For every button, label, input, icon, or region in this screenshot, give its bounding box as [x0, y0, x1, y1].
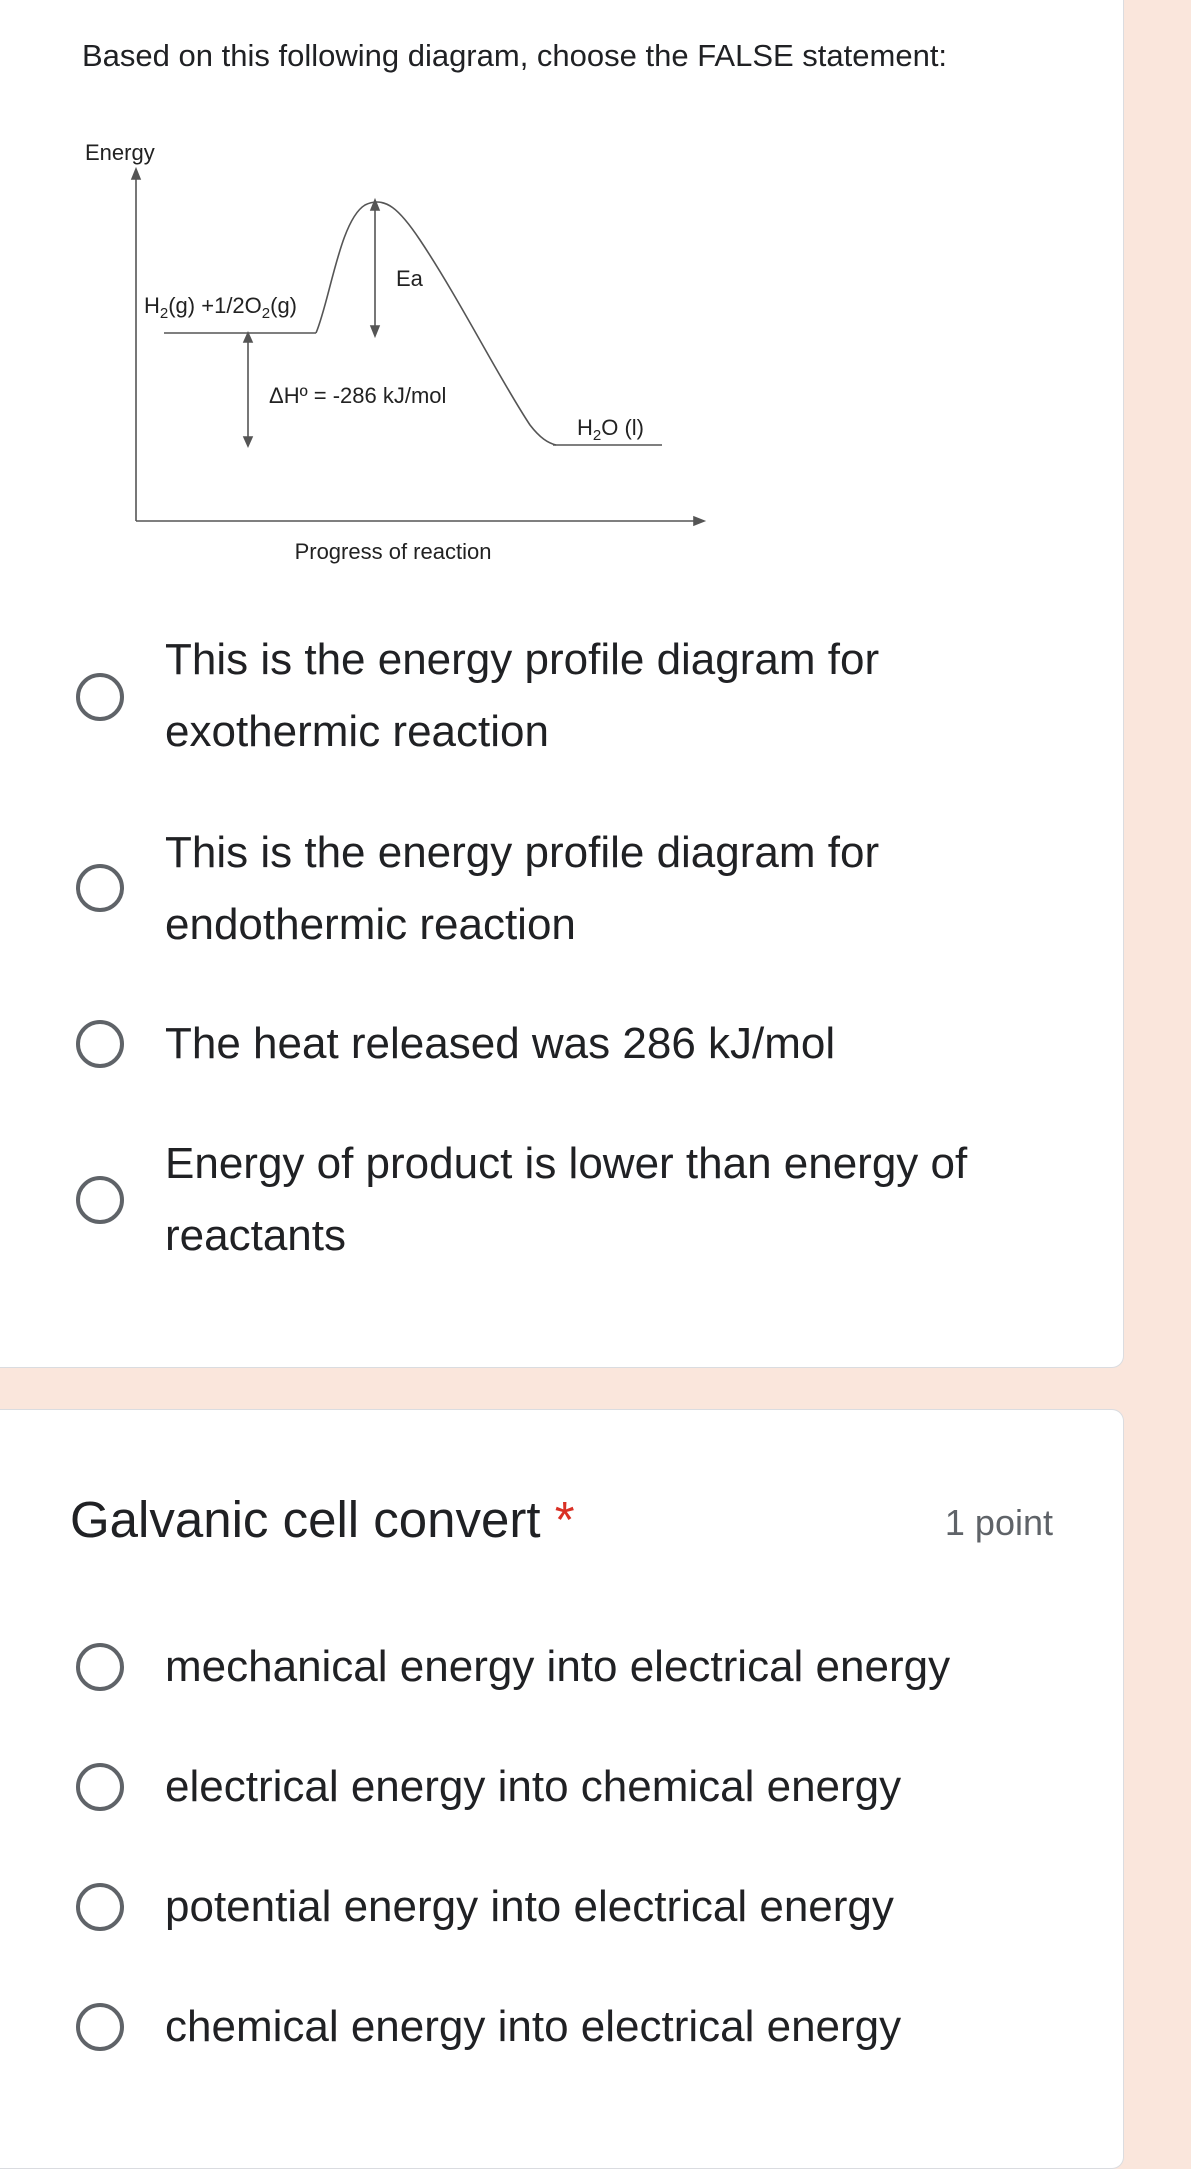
label-part: (g) +1/2O: [168, 293, 262, 318]
radio-button[interactable]: [76, 864, 124, 912]
option-label[interactable]: mechanical energy into electrical energy: [165, 1642, 951, 1691]
question-card: [0, 1409, 1124, 2169]
option-label[interactable]: potential energy into electrical energy: [165, 1882, 894, 1931]
points-label: 1 point: [944, 1502, 1053, 1543]
label-part: O (l): [601, 415, 644, 440]
enthalpy-label: ΔHº = -286 kJ/mol: [269, 383, 446, 408]
radio-button[interactable]: [76, 1176, 124, 1224]
x-axis-label: Progress of reaction: [295, 539, 492, 564]
radio-button[interactable]: [76, 1020, 124, 1068]
required-mark: *: [554, 1491, 575, 1548]
option-label[interactable]: Energy of product is lower than energy o…: [165, 1139, 968, 1260]
option-label[interactable]: chemical energy into electrical energy: [165, 2002, 902, 2051]
y-axis-label: Energy: [85, 140, 155, 165]
activation-label: Ea: [396, 266, 424, 291]
label-part: H: [577, 415, 593, 440]
subscript: 2: [262, 305, 270, 322]
question-title: Galvanic cell convert *: [70, 1490, 575, 1549]
label-part: (g): [270, 293, 297, 318]
question-card: [0, 0, 1124, 1368]
radio-button[interactable]: [76, 1883, 124, 1931]
label-part: H: [144, 293, 160, 318]
question-prompt: Based on this following diagram, choose …: [82, 38, 948, 73]
option-label[interactable]: electrical energy into chemical energy: [165, 1762, 902, 1811]
subscript: 2: [593, 427, 601, 444]
title-text: Galvanic cell convert: [70, 1491, 541, 1548]
radio-button[interactable]: [76, 1643, 124, 1691]
energy-diagram: Energy Progress of reaction H2(g) +1/2O2…: [85, 140, 707, 564]
subscript: 2: [160, 305, 168, 322]
option-label[interactable]: This is the energy profile diagram for e…: [165, 828, 880, 949]
product-label: H2O (l): [577, 415, 644, 444]
radio-button[interactable]: [76, 673, 124, 721]
radio-button[interactable]: [76, 2003, 124, 2051]
option-label[interactable]: The heat released was 286 kJ/mol: [165, 1019, 836, 1068]
option-label[interactable]: This is the energy profile diagram for e…: [165, 635, 880, 756]
reactants-label: H2(g) +1/2O2(g): [144, 293, 297, 322]
radio-button[interactable]: [76, 1763, 124, 1811]
